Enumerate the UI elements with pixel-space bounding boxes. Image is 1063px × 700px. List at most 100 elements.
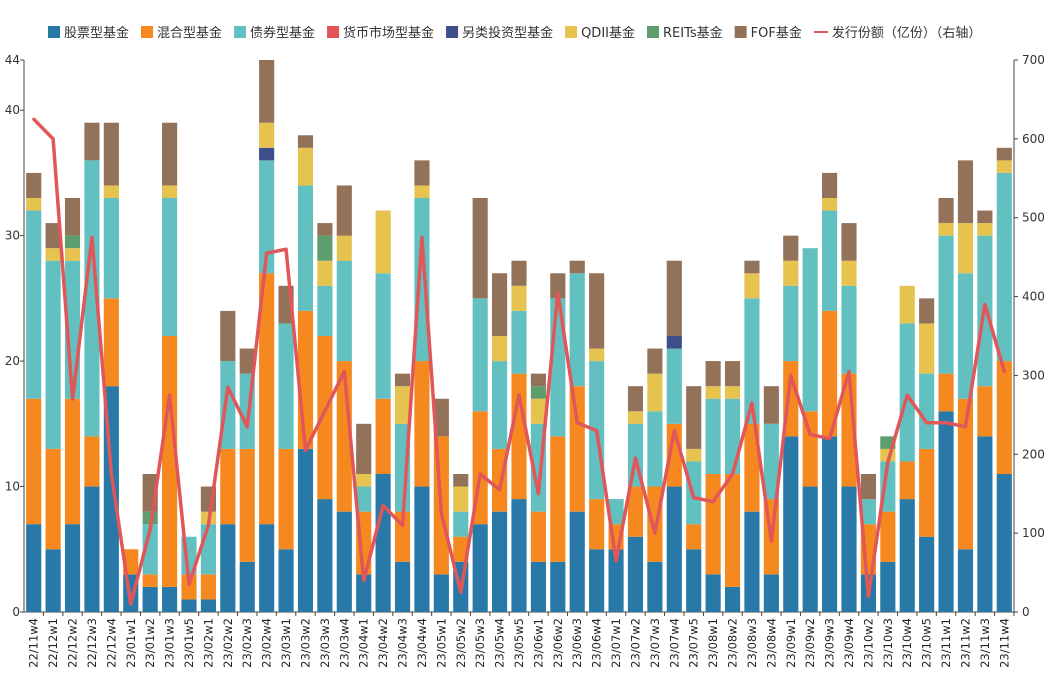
legend-item[interactable]: 股票型基金 xyxy=(48,25,129,41)
bar-segment[interactable] xyxy=(724,386,741,399)
line-point[interactable] xyxy=(401,523,405,527)
line-point[interactable] xyxy=(265,251,269,255)
line-point[interactable] xyxy=(633,456,637,460)
bar-stack[interactable] xyxy=(530,373,546,612)
bar-segment[interactable] xyxy=(589,348,605,362)
bar-segment[interactable] xyxy=(569,260,585,274)
bar-segment[interactable] xyxy=(647,348,663,374)
bar-segment[interactable] xyxy=(957,160,974,224)
bar-segment[interactable] xyxy=(142,574,158,587)
line-point[interactable] xyxy=(886,460,890,464)
bar-segment[interactable] xyxy=(394,373,411,387)
bar-segment[interactable] xyxy=(938,198,954,224)
bar-stack[interactable] xyxy=(511,260,527,612)
bar-segment[interactable] xyxy=(220,524,236,612)
bar-segment[interactable] xyxy=(259,524,275,612)
bar-segment[interactable] xyxy=(841,223,857,261)
bar-segment[interactable] xyxy=(841,260,857,286)
bar-segment[interactable] xyxy=(550,561,566,612)
bar-stack[interactable] xyxy=(492,273,508,612)
line-point[interactable] xyxy=(226,385,230,389)
bar-segment[interactable] xyxy=(686,524,702,550)
bar-stack[interactable] xyxy=(841,223,857,612)
bar-segment[interactable] xyxy=(666,348,682,424)
legend-item[interactable]: REITs基金 xyxy=(647,25,723,41)
bar-segment[interactable] xyxy=(530,561,546,612)
bar-segment[interactable] xyxy=(627,411,644,424)
bar-segment[interactable] xyxy=(919,373,935,449)
bar-segment[interactable] xyxy=(453,511,469,537)
bar-segment[interactable] xyxy=(589,549,605,612)
bar-segment[interactable] xyxy=(938,235,954,374)
line-point[interactable] xyxy=(575,421,579,425)
bar-segment[interactable] xyxy=(627,486,644,537)
bar-segment[interactable] xyxy=(822,436,838,612)
bar-stack[interactable] xyxy=(977,210,993,612)
bar-segment[interactable] xyxy=(744,273,760,299)
line-point[interactable] xyxy=(731,472,735,476)
bar-segment[interactable] xyxy=(453,474,469,487)
bar-segment[interactable] xyxy=(45,448,61,550)
bar-segment[interactable] xyxy=(899,499,915,612)
bar-segment[interactable] xyxy=(899,285,915,324)
bar-segment[interactable] xyxy=(783,436,799,612)
bar-segment[interactable] xyxy=(317,285,333,336)
bar-stack[interactable] xyxy=(705,361,721,612)
bar-segment[interactable] xyxy=(996,172,1012,362)
bar-segment[interactable] xyxy=(860,474,876,500)
bar-segment[interactable] xyxy=(181,574,197,600)
bar-segment[interactable] xyxy=(278,323,294,449)
bar-segment[interactable] xyxy=(200,599,216,612)
bar-stack[interactable] xyxy=(822,172,838,612)
line-point[interactable] xyxy=(245,425,249,429)
line-point[interactable] xyxy=(498,488,502,492)
bar-segment[interactable] xyxy=(453,536,469,562)
bar-segment[interactable] xyxy=(162,122,178,186)
bar-segment[interactable] xyxy=(957,549,974,612)
bar-stack[interactable] xyxy=(181,536,197,612)
line-point[interactable] xyxy=(51,137,55,141)
bar-segment[interactable] xyxy=(686,549,702,612)
line-point[interactable] xyxy=(168,393,172,397)
bar-segment[interactable] xyxy=(414,160,430,186)
bar-segment[interactable] xyxy=(996,361,1012,474)
line-point[interactable] xyxy=(420,235,424,239)
bar-stack[interactable] xyxy=(394,373,411,612)
bar-segment[interactable] xyxy=(26,398,42,525)
bar-segment[interactable] xyxy=(297,185,314,311)
bar-segment[interactable] xyxy=(26,198,42,211)
line-point[interactable] xyxy=(109,472,113,476)
bar-segment[interactable] xyxy=(45,223,61,249)
bar-segment[interactable] xyxy=(608,499,624,525)
bar-segment[interactable] xyxy=(26,524,42,612)
line-point[interactable] xyxy=(303,448,307,452)
bar-segment[interactable] xyxy=(103,198,119,299)
bar-stack[interactable] xyxy=(84,122,100,612)
bar-segment[interactable] xyxy=(977,210,993,224)
bar-segment[interactable] xyxy=(530,398,546,424)
bar-segment[interactable] xyxy=(724,361,741,387)
bar-segment[interactable] xyxy=(356,423,372,474)
bar-segment[interactable] xyxy=(317,235,333,261)
bar-stack[interactable] xyxy=(569,260,585,612)
line-point[interactable] xyxy=(187,582,191,586)
bar-segment[interactable] xyxy=(336,235,352,261)
bar-segment[interactable] xyxy=(822,210,838,311)
bar-segment[interactable] xyxy=(608,549,624,612)
line-point[interactable] xyxy=(750,401,754,405)
bar-stack[interactable] xyxy=(938,198,954,612)
bar-segment[interactable] xyxy=(957,273,974,399)
bar-segment[interactable] xyxy=(822,198,838,211)
bar-segment[interactable] xyxy=(394,386,411,424)
bar-segment[interactable] xyxy=(938,411,954,612)
line-point[interactable] xyxy=(711,500,715,504)
bar-segment[interactable] xyxy=(356,486,372,512)
bar-segment[interactable] xyxy=(162,586,178,612)
line-point[interactable] xyxy=(32,117,36,121)
bar-segment[interactable] xyxy=(26,172,42,198)
bar-segment[interactable] xyxy=(103,185,119,198)
line-point[interactable] xyxy=(71,397,75,401)
bar-segment[interactable] xyxy=(880,561,896,612)
bar-segment[interactable] xyxy=(162,185,178,198)
line-point[interactable] xyxy=(789,373,793,377)
